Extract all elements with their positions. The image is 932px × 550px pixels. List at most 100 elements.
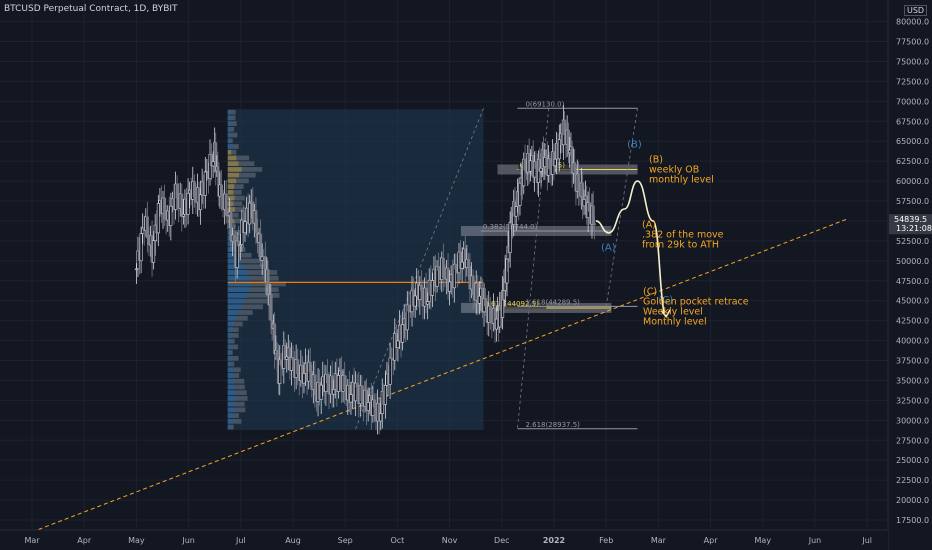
time-tick-label: Jun: [808, 536, 822, 545]
volume-profile-bar: [227, 401, 235, 407]
volume-profile-bar: [227, 355, 239, 361]
volume-profile-bar: [227, 304, 264, 310]
candle-body: [336, 375, 340, 392]
candle-body: [591, 205, 595, 224]
volume-profile-bar: [227, 333, 239, 338]
volume-profile-bar: [227, 287, 279, 293]
volume-profile-bar: [227, 298, 244, 304]
candle-body: [523, 158, 527, 171]
time-tick-label: Sep: [338, 536, 353, 545]
price-tick-label: 30000.0: [896, 416, 929, 425]
candle-body: [180, 193, 184, 217]
time-tick-label: 2022: [543, 536, 565, 545]
volume-profile-bar: [227, 212, 239, 218]
fib-level-label: 2.618(28937.5): [525, 421, 580, 429]
candle-body: [211, 161, 215, 167]
chart-title: BTCUSD Perpetual Contract, 1D, BYBIT: [4, 4, 178, 14]
volume-profile-bar: [227, 361, 235, 367]
candle-body: [366, 402, 370, 411]
volume-profile-bar: [227, 384, 235, 390]
volume-profile-bar: [227, 275, 249, 281]
last-price-text: 54839.5: [894, 215, 927, 224]
time-tick-label: Jul: [861, 536, 872, 545]
volume-profile-bar: [227, 418, 234, 424]
candle-body: [488, 305, 492, 322]
candle-body: [514, 206, 518, 217]
candle-body: [518, 182, 522, 206]
volume-profile-bar: [227, 287, 249, 293]
time-tick-label: Oct: [390, 536, 404, 545]
price-tick-label: 22500.0: [896, 476, 929, 485]
candle-body: [430, 280, 434, 296]
candle-body: [477, 295, 481, 304]
time-tick-label: May: [128, 536, 145, 545]
volume-profile-bar: [227, 172, 240, 178]
candle-body: [291, 357, 295, 361]
candle-body: [332, 388, 336, 395]
price-axis[interactable]: 80000.0 77500.0 75000.0 72500.0 70000.0 67500…: [887, 0, 932, 550]
price-tick-label: 72500.0: [896, 77, 929, 86]
volume-profile-bar: [227, 121, 237, 126]
price-tick-label: 67500.0: [896, 117, 929, 126]
annotation-text: Weekly level: [643, 306, 703, 317]
candle-body: [275, 350, 279, 358]
volume-profile-bar: [227, 167, 242, 172]
volume-profile-bar: [227, 178, 249, 184]
volume-profile-bar: [227, 138, 233, 144]
candle-body: [343, 375, 347, 390]
wave-label: (B): [627, 140, 642, 151]
annotation-text: (B): [649, 155, 663, 166]
volume-profile-bar: [227, 270, 248, 275]
volume-profile-bar: [227, 390, 247, 396]
candle-body: [460, 261, 464, 269]
fib-level-label: 1.618(44289.5): [525, 298, 580, 306]
volume-profile-bar: [227, 172, 256, 178]
candle-body: [566, 129, 570, 154]
volume-profile-bar: [227, 281, 286, 287]
candle-body: [448, 281, 452, 292]
volume-profile-bar: [227, 304, 242, 310]
price-tick-label: 37500.0: [896, 357, 929, 366]
time-tick-label: Dec: [494, 536, 509, 545]
candle-body: [553, 158, 557, 167]
volume-profile-bar: [227, 115, 231, 121]
volume-profile-bar: [227, 401, 245, 407]
volume-profile-bar: [227, 367, 241, 373]
volume-profile-bar: [227, 373, 233, 378]
trendline: [31, 218, 847, 533]
candle-body: [573, 162, 577, 172]
volume-profile-bar: [227, 109, 231, 115]
volume-profile-bar: [227, 161, 255, 167]
candle-body: [313, 374, 317, 396]
price-tick-label: 35000.0: [896, 376, 929, 385]
candle-body: [539, 167, 543, 172]
volume-profile-bar: [227, 195, 245, 201]
volume-profile-bar: [227, 275, 279, 281]
wave-label: (A): [601, 242, 616, 253]
candle-body: [379, 413, 383, 422]
time-axis[interactable]: Mar Apr May Jun Jul Aug Sep Oct Nov Dec 2022 Feb Mar…: [0, 529, 888, 550]
volume-profile-bar: [227, 161, 239, 167]
time-tick-label: Feb: [599, 536, 613, 545]
candle-body: [325, 373, 329, 384]
candle-body: [219, 184, 223, 198]
candle-body: [169, 205, 173, 226]
time-tick-label: Mar: [24, 536, 40, 545]
volume-profile-bar: [227, 293, 249, 298]
volume-profile-bar: [227, 293, 280, 298]
candle-body: [229, 211, 233, 242]
currency-label[interactable]: USD: [904, 5, 928, 16]
candle-body: [145, 216, 149, 239]
volume-profile-bar: [227, 109, 236, 115]
volume-profile-bar: [227, 413, 233, 418]
candle-body: [437, 266, 441, 271]
volume-profile-bar: [227, 167, 263, 172]
volume-profile-bar: [227, 132, 232, 138]
volume-profile-bar: [227, 258, 261, 264]
candle-body: [396, 340, 400, 348]
time-tick-label: Nov: [442, 536, 458, 545]
price-tick-label: 45000.0: [896, 297, 929, 306]
price-tick-label: 77500.0: [896, 38, 929, 47]
